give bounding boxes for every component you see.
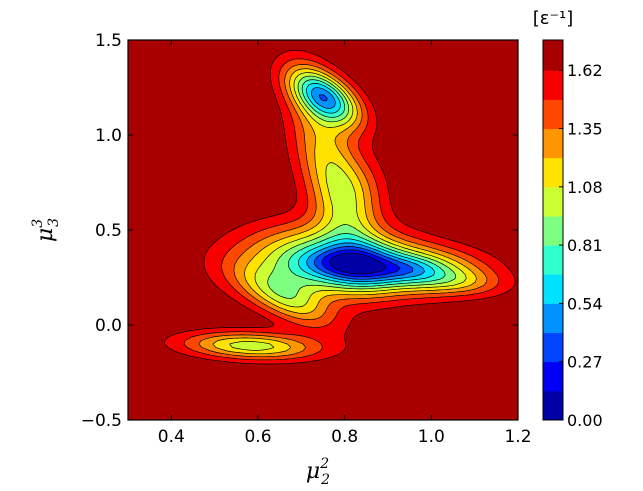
contour-line xyxy=(267,75,457,299)
colorbar-band xyxy=(543,390,563,421)
y-tick-label: −0.5 xyxy=(81,411,122,431)
contour-line xyxy=(314,94,414,280)
contour-lines xyxy=(164,49,516,365)
colorbar-band xyxy=(543,245,563,275)
colorbar-tick-label: 0.54 xyxy=(567,294,603,313)
contour-line xyxy=(321,249,401,278)
colorbar-band xyxy=(543,40,563,71)
y-tick-label: 0.0 xyxy=(95,316,122,336)
y-axis-ticks: −0.5 0.0 0.5 1.0 1.5 xyxy=(81,31,518,431)
colorbar-tick-label: 0.27 xyxy=(567,353,603,372)
colorbar-band xyxy=(543,303,563,334)
x-axis-label: μ2 2 xyxy=(306,456,330,488)
colorbar-band xyxy=(543,186,563,217)
x-tick-label: 1.0 xyxy=(418,427,445,447)
contour-line xyxy=(164,49,516,365)
colorbar-tick-label: 1.35 xyxy=(567,120,603,139)
y-axis-label: μ33 xyxy=(30,218,62,242)
y-tick-label: 1.0 xyxy=(95,126,122,146)
contour-line xyxy=(198,64,488,358)
y-tick-label: 0.5 xyxy=(95,221,122,241)
contour-line xyxy=(298,83,436,285)
x-axis-ticks: 0.4 0.6 0.8 1.0 1.2 xyxy=(158,40,532,447)
colorbar-tick-label: 1.08 xyxy=(567,178,603,197)
contour-line xyxy=(183,58,500,361)
colorbar: 0.00 0.27 0.54 0.81 1.08 1.35 1.62 [ε⁻¹] xyxy=(533,8,603,430)
contour-line xyxy=(287,79,446,287)
x-tick-label: 0.4 xyxy=(158,427,185,447)
contour-line xyxy=(212,68,477,355)
colorbar-band xyxy=(543,157,563,188)
x-tick-label: 0.6 xyxy=(244,427,271,447)
colorbar-tick-label: 1.62 xyxy=(567,61,603,80)
colorbar-band xyxy=(543,128,563,159)
contour-fills xyxy=(163,49,516,365)
x-tick-label: 0.8 xyxy=(331,427,358,447)
y-tick-label: 1.5 xyxy=(95,31,122,51)
colorbar-band xyxy=(543,274,563,304)
colorbar-band xyxy=(543,70,563,100)
contour-line xyxy=(229,72,467,351)
colorbar-tick-label: 0.81 xyxy=(567,236,603,255)
colorbar-bands xyxy=(543,40,563,421)
plot-area xyxy=(128,40,518,420)
contour-line xyxy=(306,87,425,282)
colorbar-band xyxy=(543,361,563,392)
colorbar-ticks: 0.00 0.27 0.54 0.81 1.08 1.35 1.62 xyxy=(559,61,603,430)
colorbar-band xyxy=(543,99,563,130)
colorbar-frame xyxy=(542,39,564,421)
x-tick-label: 1.2 xyxy=(504,427,531,447)
colorbar-band xyxy=(543,332,563,363)
colorbar-unit-label: [ε⁻¹] xyxy=(533,8,574,29)
colorbar-tick-label: 0.00 xyxy=(567,411,603,430)
colorbar-band xyxy=(543,215,563,246)
contour-line xyxy=(329,252,387,275)
